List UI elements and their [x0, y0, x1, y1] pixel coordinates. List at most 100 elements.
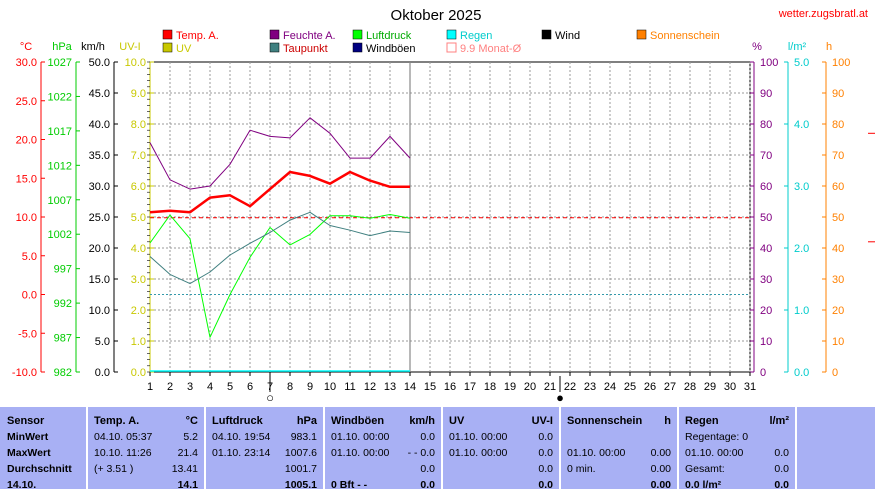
axis-tick-label: 1.0: [794, 305, 809, 317]
axis-tick-label: 30.0: [16, 57, 37, 69]
axis-tick-label: 35.0: [89, 150, 110, 162]
axis-tick-label: 50: [760, 212, 772, 224]
axis-tick-label: 80: [832, 119, 844, 131]
sonnenschein-header: Sonnenschein: [567, 415, 642, 427]
axis-tick-label: 1022: [48, 91, 72, 103]
x-tick-label: 29: [704, 381, 716, 393]
sonnenschein-row-value: 0.00: [651, 463, 671, 475]
x-tick-label: 23: [584, 381, 596, 393]
legend-label: Wind: [555, 30, 580, 42]
windboen-row-label: 01.10. 00:00: [331, 431, 389, 443]
x-tick-label: 19: [504, 381, 516, 393]
axis-tick-label: 0.0: [131, 367, 146, 379]
axis-tick-label: 1017: [48, 126, 72, 138]
legend-swatch: [542, 30, 551, 39]
axis-tick-label: 20: [760, 305, 772, 317]
axis-tick-label: 80: [760, 119, 772, 131]
regen-row-label: 0.0 l/m²: [685, 479, 721, 491]
right-axes: %1009080706050403020100l/m²5.04.03.02.01…: [750, 41, 875, 379]
legend-swatch: [447, 43, 456, 52]
axis-tick-label: 982: [54, 367, 72, 379]
axis-tick-label: 10: [760, 336, 772, 348]
regen-row-value: 0.0: [774, 447, 789, 459]
windboen-row-value: 0.0: [420, 479, 435, 491]
legend-swatch: [270, 30, 279, 39]
uv-row-label: 01.10. 00:00: [449, 447, 507, 459]
x-tick-label: 25: [624, 381, 636, 393]
x-tick-label: 17: [464, 381, 476, 393]
luftdruck-row-value: 1005.1: [285, 479, 317, 491]
axis-tick-label: 5.0: [22, 251, 37, 263]
legend-label: Windböen: [366, 43, 416, 55]
x-tick-label: 18: [484, 381, 496, 393]
x-tick-label: 12: [364, 381, 376, 393]
x-tick-label: 1: [147, 381, 153, 393]
x-tick-label: 16: [444, 381, 456, 393]
axis-tick-label: 30.0: [89, 181, 110, 193]
axis-tick-label: 50.0: [89, 57, 110, 69]
x-tick-label: 11: [344, 381, 355, 393]
regen-unit: l/m²: [769, 415, 789, 427]
new-moon-marker: ●: [556, 390, 564, 405]
uv-row-value: 0.0: [538, 479, 553, 491]
axis-label: °C: [20, 41, 32, 53]
uv-row-label: 01.10. 00:00: [449, 431, 507, 443]
axis-tick-label: 10.0: [89, 305, 110, 317]
legend-swatch: [353, 43, 362, 52]
sonnenschein-row-label: 0 min.: [567, 463, 596, 475]
windboen-row-label: 01.10. 00:00: [331, 447, 389, 459]
site-link[interactable]: wetter.zugsbratl.at: [778, 8, 868, 20]
regen-row-label: Regentage: 0: [685, 431, 748, 443]
temp-row-value: 14.1: [178, 479, 198, 491]
axis-tick-label: 60: [832, 181, 844, 193]
x-tick-label: 14: [404, 381, 416, 393]
axis-tick-label: 987: [54, 333, 72, 345]
regen-row-value: 0.0: [774, 463, 789, 475]
windboen-unit: km/h: [409, 415, 435, 427]
temp-unit: °C: [186, 415, 198, 427]
x-tick-label: 31: [744, 381, 756, 393]
temp-row-value: 21.4: [178, 447, 198, 459]
axis-tick-label: 8.0: [131, 119, 146, 131]
x-tick-label: 20: [524, 381, 536, 393]
temp-row-value: 13.41: [172, 463, 198, 475]
axis-tick-label: 25.0: [89, 212, 110, 224]
axis-tick-label: 6.0: [131, 181, 146, 193]
left-axes: °C30.025.020.015.010.05.00.0-5.0-10.0hPa…: [12, 41, 154, 379]
legend-swatch: [447, 30, 456, 39]
axis-tick-label: 40.0: [89, 119, 110, 131]
temp-row-label: 04.10. 05:37: [94, 431, 152, 443]
axis-tick-label: 0: [832, 367, 838, 379]
axis-tick-label: 15.0: [89, 274, 110, 286]
axis-tick-label: 25.0: [16, 96, 37, 108]
row-label-today: 14.10.: [7, 479, 36, 491]
axis-tick-label: 70: [832, 150, 844, 162]
x-tick-label: 6: [247, 381, 253, 393]
axis-tick-label: 30: [832, 274, 844, 286]
legend-label: Regen: [460, 30, 492, 42]
luftdruck-row-value: 983.1: [291, 431, 317, 443]
windboen-row-label: 0 Bft - -: [331, 479, 367, 491]
axis-tick-label: 997: [54, 264, 72, 276]
axis-tick-label: 100: [832, 57, 850, 69]
axis-tick-label: 9.0: [131, 88, 146, 100]
legend-swatch: [163, 43, 172, 52]
axis-tick-label: 1.0: [131, 336, 146, 348]
legend-label: Sonnenschein: [650, 30, 720, 42]
legend-label: Feuchte A.: [283, 30, 336, 42]
legend-swatch: [353, 30, 362, 39]
windboen-header: Windböen: [331, 415, 384, 427]
legend-label: Taupunkt: [283, 43, 328, 55]
axis-tick-label: 1012: [48, 160, 72, 172]
x-tick-label: 4: [207, 381, 213, 393]
row-label-min: MinWert: [7, 431, 48, 443]
luftdruck-row-label: 01.10. 23:14: [212, 447, 270, 459]
regen-header: Regen: [685, 415, 719, 427]
sensor-header: Sensor: [7, 415, 44, 427]
axis-tick-label: 3.0: [794, 181, 809, 193]
